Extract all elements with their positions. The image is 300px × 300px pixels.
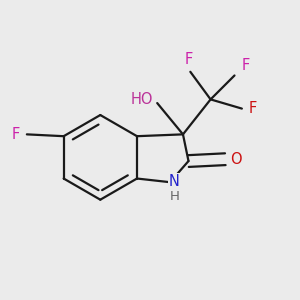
Text: H: H xyxy=(169,190,179,203)
Text: F: F xyxy=(241,58,249,73)
Text: O: O xyxy=(230,152,242,167)
Text: F: F xyxy=(12,127,20,142)
Text: F: F xyxy=(184,52,193,68)
Text: HO: HO xyxy=(131,92,154,107)
Text: N: N xyxy=(169,174,180,189)
Text: F: F xyxy=(248,101,257,116)
